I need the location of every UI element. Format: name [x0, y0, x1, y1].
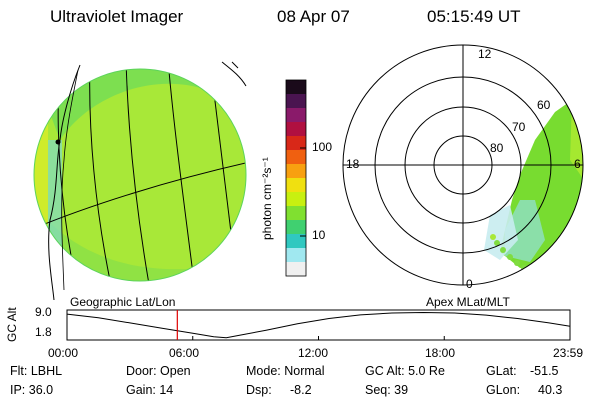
- mlt-label-12: 12: [478, 47, 492, 61]
- mode-info: Mode: Normal: [246, 364, 325, 378]
- colorbar-cell: [286, 234, 306, 249]
- colorbar-cell: [286, 122, 306, 137]
- mlt-label-6: 6: [574, 157, 581, 171]
- altitude-ytick-max: 9.0: [35, 305, 52, 319]
- dsp-value: -8.2: [290, 383, 312, 397]
- colorbar-unit-label: photon cm⁻²s⁻¹: [260, 157, 274, 240]
- colorbar: [285, 79, 307, 277]
- door-info: Door: Open: [126, 364, 191, 378]
- mlt-label-18: 18: [346, 157, 360, 171]
- filter-info: Flt: LBHL: [10, 364, 63, 378]
- polar-caption: Apex MLat/MLT: [426, 295, 510, 309]
- colorbar-cell: [286, 206, 306, 221]
- colorbar-tick-10: 10: [312, 228, 326, 242]
- date-label: 08 Apr 07: [277, 7, 350, 26]
- altitude-xtick-0: 00:00: [48, 346, 79, 360]
- globe-image: [33, 61, 247, 301]
- altitude-plot: [66, 309, 571, 341]
- lat-label-60: 60: [537, 98, 551, 112]
- colorbar-cell: [286, 150, 306, 165]
- polar-plot: [342, 44, 584, 286]
- colorbar-cell: [286, 80, 306, 95]
- altitude-xtick-3: 18:00: [425, 346, 456, 360]
- seq-info: Seq: 39: [365, 383, 409, 397]
- glon-value: 40.3: [538, 383, 563, 397]
- colorbar-cell: [286, 178, 306, 193]
- colorbar-cell: [286, 136, 306, 151]
- colorbar-tick-100: 100: [312, 140, 333, 154]
- ip-info: IP: 36.0: [10, 383, 54, 397]
- time-label: 05:15:49 UT: [427, 7, 521, 26]
- glat-label: GLat:: [486, 364, 517, 378]
- colorbar-cell: [286, 108, 306, 123]
- mlt-label-0: 0: [466, 277, 473, 291]
- colorbar-cell: [286, 164, 306, 179]
- altitude-ytick-min: 1.8: [35, 325, 52, 339]
- colorbar-cell: [286, 192, 306, 207]
- gain-info: Gain: 14: [126, 383, 174, 397]
- altitude-xtick-2: 12:00: [298, 346, 329, 360]
- colorbar-cell: [286, 94, 306, 109]
- colorbar-cell: [286, 262, 306, 277]
- lat-label-80: 80: [490, 141, 504, 155]
- colorbar-cell: [286, 220, 306, 235]
- altitude-xtick-1: 06:00: [169, 346, 200, 360]
- colorbar-cell: [286, 248, 306, 263]
- instrument-title: Ultraviolet Imager: [50, 7, 184, 26]
- glat-value: -51.5: [530, 364, 559, 378]
- gc-alt-info: GC Alt: 5.0 Re: [365, 364, 445, 378]
- glon-label: GLon:: [486, 383, 521, 397]
- altitude-xtick-4: 23:59: [553, 346, 584, 360]
- altitude-ylabel: GC Alt: [5, 307, 19, 342]
- globe-caption: Geographic Lat/Lon: [70, 295, 176, 309]
- dsp-label: Dsp:: [246, 383, 272, 397]
- lat-label-70: 70: [512, 120, 526, 134]
